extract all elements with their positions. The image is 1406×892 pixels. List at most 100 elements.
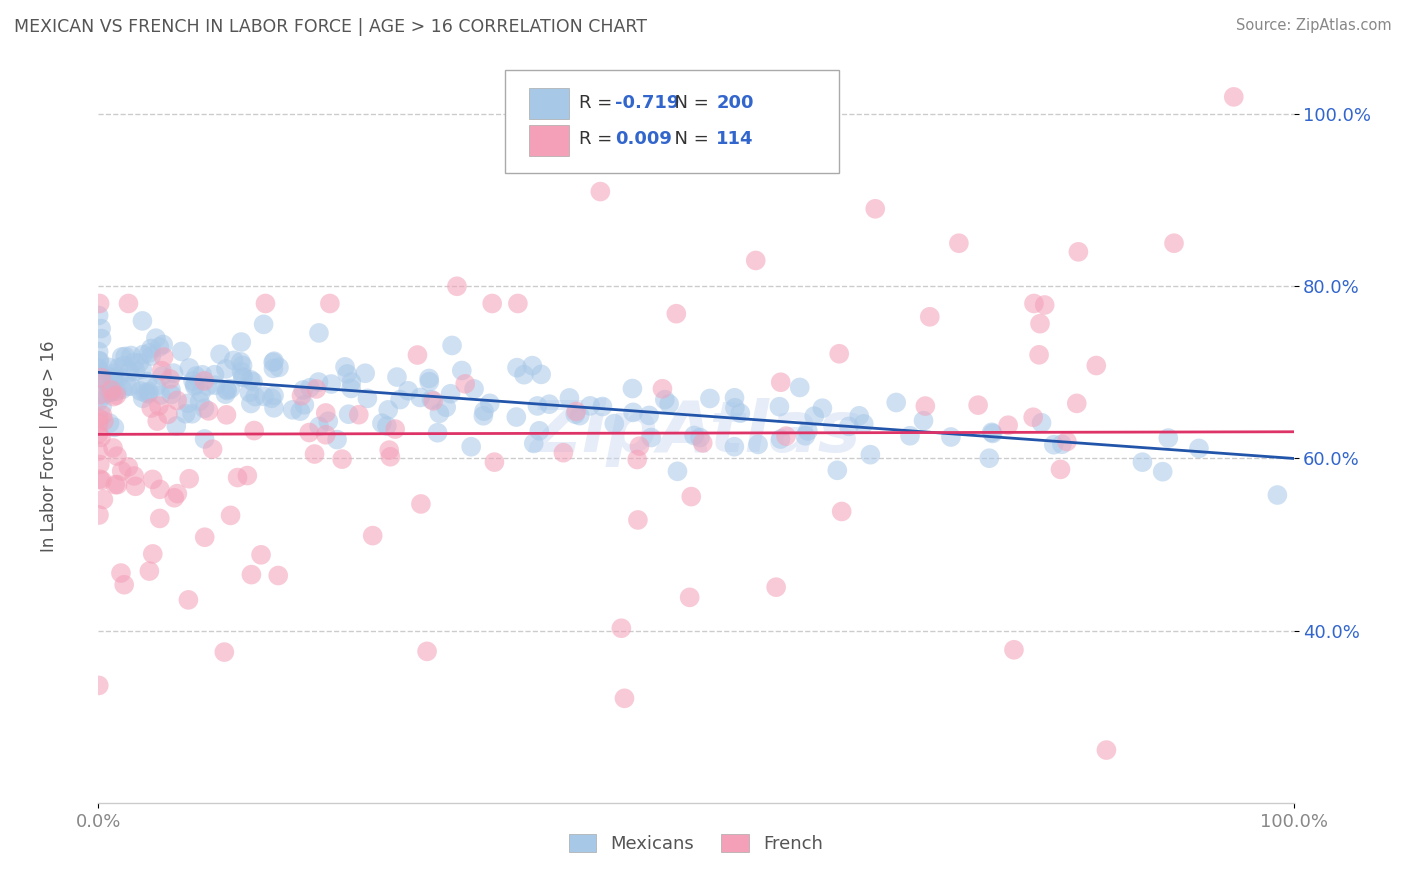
Point (184, 369, 207, 384)
Point (148, 399, 170, 413)
Text: MEXICAN VS FRENCH IN LABOR FORCE | AGE > 16 CORRELATION CHART: MEXICAN VS FRENCH IN LABOR FORCE | AGE >… (14, 18, 647, 36)
Point (101, 375, 124, 389)
Point (315, 406, 337, 420)
Point (138, 386, 160, 401)
Point (380, 450, 402, 464)
Point (94, 376, 117, 390)
Point (522, 359, 544, 373)
Point (689, 431, 711, 445)
Point (775, 429, 797, 443)
Point (120, 349, 142, 363)
Point (416, 644, 439, 658)
Point (165, 419, 187, 434)
Point (481, 296, 503, 310)
Point (529, 424, 551, 438)
Point (184, 379, 207, 393)
Point (152, 337, 174, 351)
Point (112, 578, 135, 592)
Point (232, 359, 254, 373)
Point (193, 374, 215, 388)
Point (87, 354, 110, 368)
Point (723, 391, 745, 405)
Point (105, 388, 128, 402)
Point (117, 296, 139, 310)
Point (292, 398, 315, 412)
Point (513, 368, 536, 382)
Point (87, 678, 110, 692)
Point (747, 437, 769, 451)
Point (93, 492, 115, 507)
Point (226, 470, 249, 484)
Point (142, 472, 165, 486)
Point (434, 401, 457, 415)
Point (104, 477, 127, 491)
Point (589, 185, 612, 199)
Point (253, 318, 276, 332)
Point (665, 307, 688, 321)
Point (170, 344, 193, 359)
Point (108, 369, 131, 384)
Point (238, 385, 260, 400)
Point (319, 296, 342, 310)
Point (239, 396, 262, 410)
Point (683, 428, 706, 442)
Point (654, 392, 676, 407)
Point (308, 375, 330, 389)
Point (87, 388, 110, 402)
Point (160, 383, 183, 397)
Point (730, 406, 752, 420)
Point (354, 366, 377, 380)
Point (526, 399, 548, 413)
Point (232, 370, 254, 384)
Point (1031, 416, 1053, 430)
Text: In Labor Force | Age > 16: In Labor Force | Age > 16 (41, 340, 58, 552)
Point (267, 360, 290, 375)
Point (240, 567, 263, 582)
Point (506, 360, 529, 375)
Point (564, 407, 586, 421)
Point (159, 372, 181, 386)
Text: 0.009: 0.009 (614, 130, 672, 148)
Point (98, 416, 121, 430)
Point (429, 406, 451, 420)
Point (174, 407, 197, 421)
Point (1028, 348, 1050, 362)
Point (568, 409, 591, 423)
Point (640, 430, 662, 444)
Point (90, 370, 112, 384)
Point (100, 369, 122, 384)
Point (93, 388, 115, 402)
Point (197, 404, 219, 418)
Point (90, 332, 112, 346)
Point (406, 348, 429, 362)
Point (371, 416, 394, 430)
Point (484, 455, 506, 469)
Point (97, 360, 120, 375)
Point (912, 414, 935, 428)
FancyBboxPatch shape (505, 70, 839, 173)
Point (163, 491, 186, 505)
Point (149, 511, 172, 525)
Point (91, 408, 114, 422)
Point (181, 374, 204, 388)
Point (150, 368, 173, 383)
Point (420, 392, 443, 407)
Point (105, 384, 128, 399)
Point (558, 391, 581, 405)
Point (347, 408, 370, 422)
Point (441, 338, 464, 352)
Point (90, 430, 112, 444)
Point (356, 392, 378, 406)
Point (100, 385, 122, 400)
Point (103, 420, 125, 434)
Point (194, 530, 217, 544)
Point (229, 355, 252, 369)
Text: 200: 200 (716, 95, 754, 112)
Point (132, 348, 155, 362)
Point (150, 363, 173, 377)
Point (603, 417, 626, 431)
Point (138, 346, 160, 360)
Point (262, 355, 284, 369)
Point (523, 436, 546, 450)
Point (336, 367, 359, 381)
